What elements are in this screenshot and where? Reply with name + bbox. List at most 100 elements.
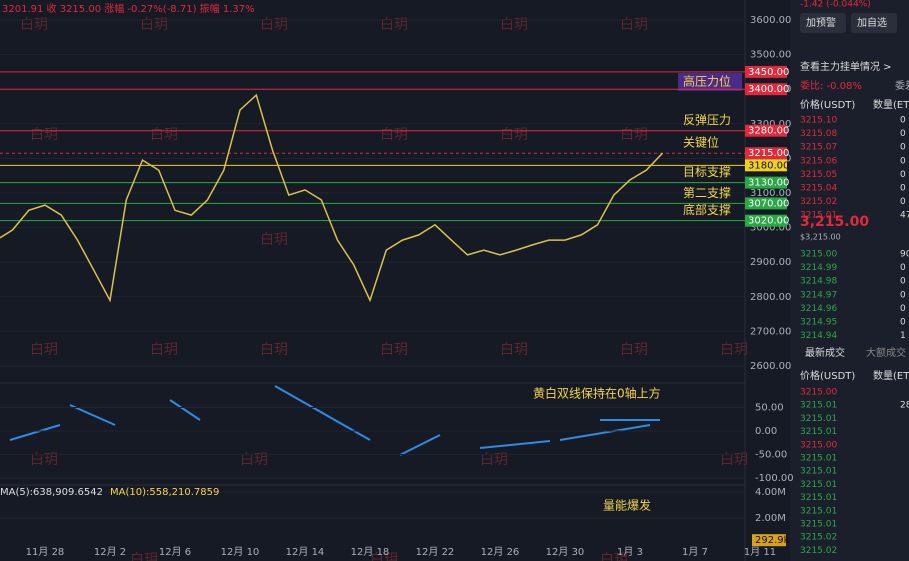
volume-last: 292.9k xyxy=(755,535,790,546)
sidebar-bg xyxy=(790,0,909,561)
watermark: 白玥 xyxy=(500,17,528,33)
ask-price: 3215.10 xyxy=(800,116,837,126)
y-tick-label: 3500.00 xyxy=(750,50,791,61)
ask-qty: 0 xyxy=(900,116,906,126)
x-tick-label: 12月 10 xyxy=(221,546,260,558)
ask-price: 3215.07 xyxy=(800,143,837,153)
level-note: 第二支撑 xyxy=(683,185,731,200)
diff: 委差 xyxy=(895,79,909,92)
watermark: 白玥 xyxy=(620,127,648,143)
trade-price: 3215.00 xyxy=(800,388,837,398)
button[interactable] xyxy=(800,13,846,33)
ask-qty: 0 xyxy=(900,184,906,194)
trade-price: 3215.01 xyxy=(800,427,837,437)
y-tick-label: 2600.00 xyxy=(750,361,791,372)
button[interactable] xyxy=(851,13,897,33)
watermark: 白玥 xyxy=(260,342,288,358)
watermark: 白玥 xyxy=(240,452,268,468)
watermark: 白玥 xyxy=(140,17,168,33)
trade-price: 3215.02 xyxy=(800,533,837,543)
level-tag xyxy=(745,83,787,96)
bid-price: 3214.99 xyxy=(800,263,837,273)
bid-price: 3214.96 xyxy=(800,304,837,314)
x-tick-label: 12月 18 xyxy=(351,546,390,558)
x-tick-label: 12月 14 xyxy=(286,546,325,558)
watermark: 白玥 xyxy=(380,127,408,143)
arrow xyxy=(9,385,660,456)
level-label: 3400.00 xyxy=(748,84,789,95)
level-label: 3180.00 xyxy=(748,160,789,171)
tab[interactable]: 最新成交 xyxy=(805,346,845,359)
watermark: 白玥 xyxy=(30,127,58,143)
volume-ma10: MA(10):558,210.7859 xyxy=(110,487,219,498)
watermark: 白玥 xyxy=(480,452,508,468)
bid-qty: 90 xyxy=(900,250,909,260)
level-tag xyxy=(745,176,787,189)
level-label: 3215.00 xyxy=(748,148,789,159)
level-tag xyxy=(745,124,787,137)
x-tick-label: 12月 2 xyxy=(94,546,126,558)
ask-qty: 47 xyxy=(900,211,909,221)
x-tick-label: 12月 30 xyxy=(546,546,585,558)
bid-price: 3214.94 xyxy=(800,331,837,341)
y-tick-label: 4.00M xyxy=(755,487,786,498)
column-header: 数量(ET xyxy=(873,98,909,111)
ask-price: 3215.02 xyxy=(800,197,837,207)
watermark: 白玥 xyxy=(620,17,648,33)
ratio: 委比: -0.08% xyxy=(800,79,862,92)
level-label: 3280.00 xyxy=(748,126,789,137)
trade-price: 3215.01 xyxy=(800,401,837,411)
trade-price: 3215.01 xyxy=(800,480,837,490)
level-note: 关键位 xyxy=(683,135,719,150)
watermark: 白玥 xyxy=(150,342,178,358)
ask-qty: 0 xyxy=(900,129,906,139)
trade-price: 3215.02 xyxy=(800,546,837,556)
watermark: 白玥 xyxy=(720,342,748,358)
y-tick-label: 3100.00 xyxy=(750,188,791,199)
watermark: 白玥 xyxy=(30,452,58,468)
button-label[interactable]: 加自选 xyxy=(857,16,887,29)
watermark: 白玥 xyxy=(380,342,408,358)
y-tick-label: 2.00M xyxy=(755,513,786,524)
volume-tag xyxy=(752,534,786,547)
ask-price: 3215.01 xyxy=(800,211,837,221)
bid-qty: 0 xyxy=(900,277,906,287)
level-tag xyxy=(745,214,787,227)
level-note: 底部支撑 xyxy=(683,202,731,217)
note-box xyxy=(678,72,742,91)
level-label: 3070.00 xyxy=(748,198,789,209)
watermark: 白玥 xyxy=(620,342,648,358)
x-tick-label: 1月 11 xyxy=(744,546,776,558)
level-tag xyxy=(745,65,787,78)
level-note: 反弹压力 xyxy=(683,113,731,127)
trade-qty: 28 xyxy=(900,401,909,411)
trade-price: 3215.01 xyxy=(800,414,837,424)
button-label[interactable]: 加预警 xyxy=(806,16,836,29)
trade-price: 3215.01 xyxy=(800,493,837,503)
y-tick-label: 0.00 xyxy=(755,426,777,437)
watermark: 白玥 xyxy=(720,452,748,468)
level-tag xyxy=(745,147,787,160)
x-tick-label: 12月 6 xyxy=(159,546,191,558)
x-tick-label: 1月 7 xyxy=(682,546,708,558)
y-tick-label: 3000.00 xyxy=(750,223,791,234)
trade-price: 3215.01 xyxy=(800,520,837,530)
watermark: 白玥 xyxy=(150,127,178,143)
trade-price: 3215.01 xyxy=(800,454,837,464)
level-label: 3450.00 xyxy=(748,67,789,78)
x-tick-label: 12月 22 xyxy=(416,546,455,558)
orders-link[interactable]: 查看主力挂单情况 > xyxy=(800,60,892,73)
watermark: 白玥 xyxy=(130,552,158,561)
header-stats: 3201.91 收 3215.00 涨幅 -0.27%(-8.71) 振幅 1.… xyxy=(2,2,255,15)
y-tick-label: 50.00 xyxy=(755,403,784,414)
tab[interactable]: 大额成交 xyxy=(866,346,906,359)
x-tick-label: 11月 28 xyxy=(26,546,65,558)
bid-price: 3214.95 xyxy=(800,318,837,328)
ask-price: 3215.06 xyxy=(800,156,837,166)
watermark: 白玥 xyxy=(20,17,48,33)
watermark: 白玥 xyxy=(260,17,288,33)
bid-price: 3215.00 xyxy=(800,250,837,260)
volume-ma5: MA(5):638,909.6542 xyxy=(0,487,103,498)
last-price: 3,215.00 xyxy=(800,214,869,230)
